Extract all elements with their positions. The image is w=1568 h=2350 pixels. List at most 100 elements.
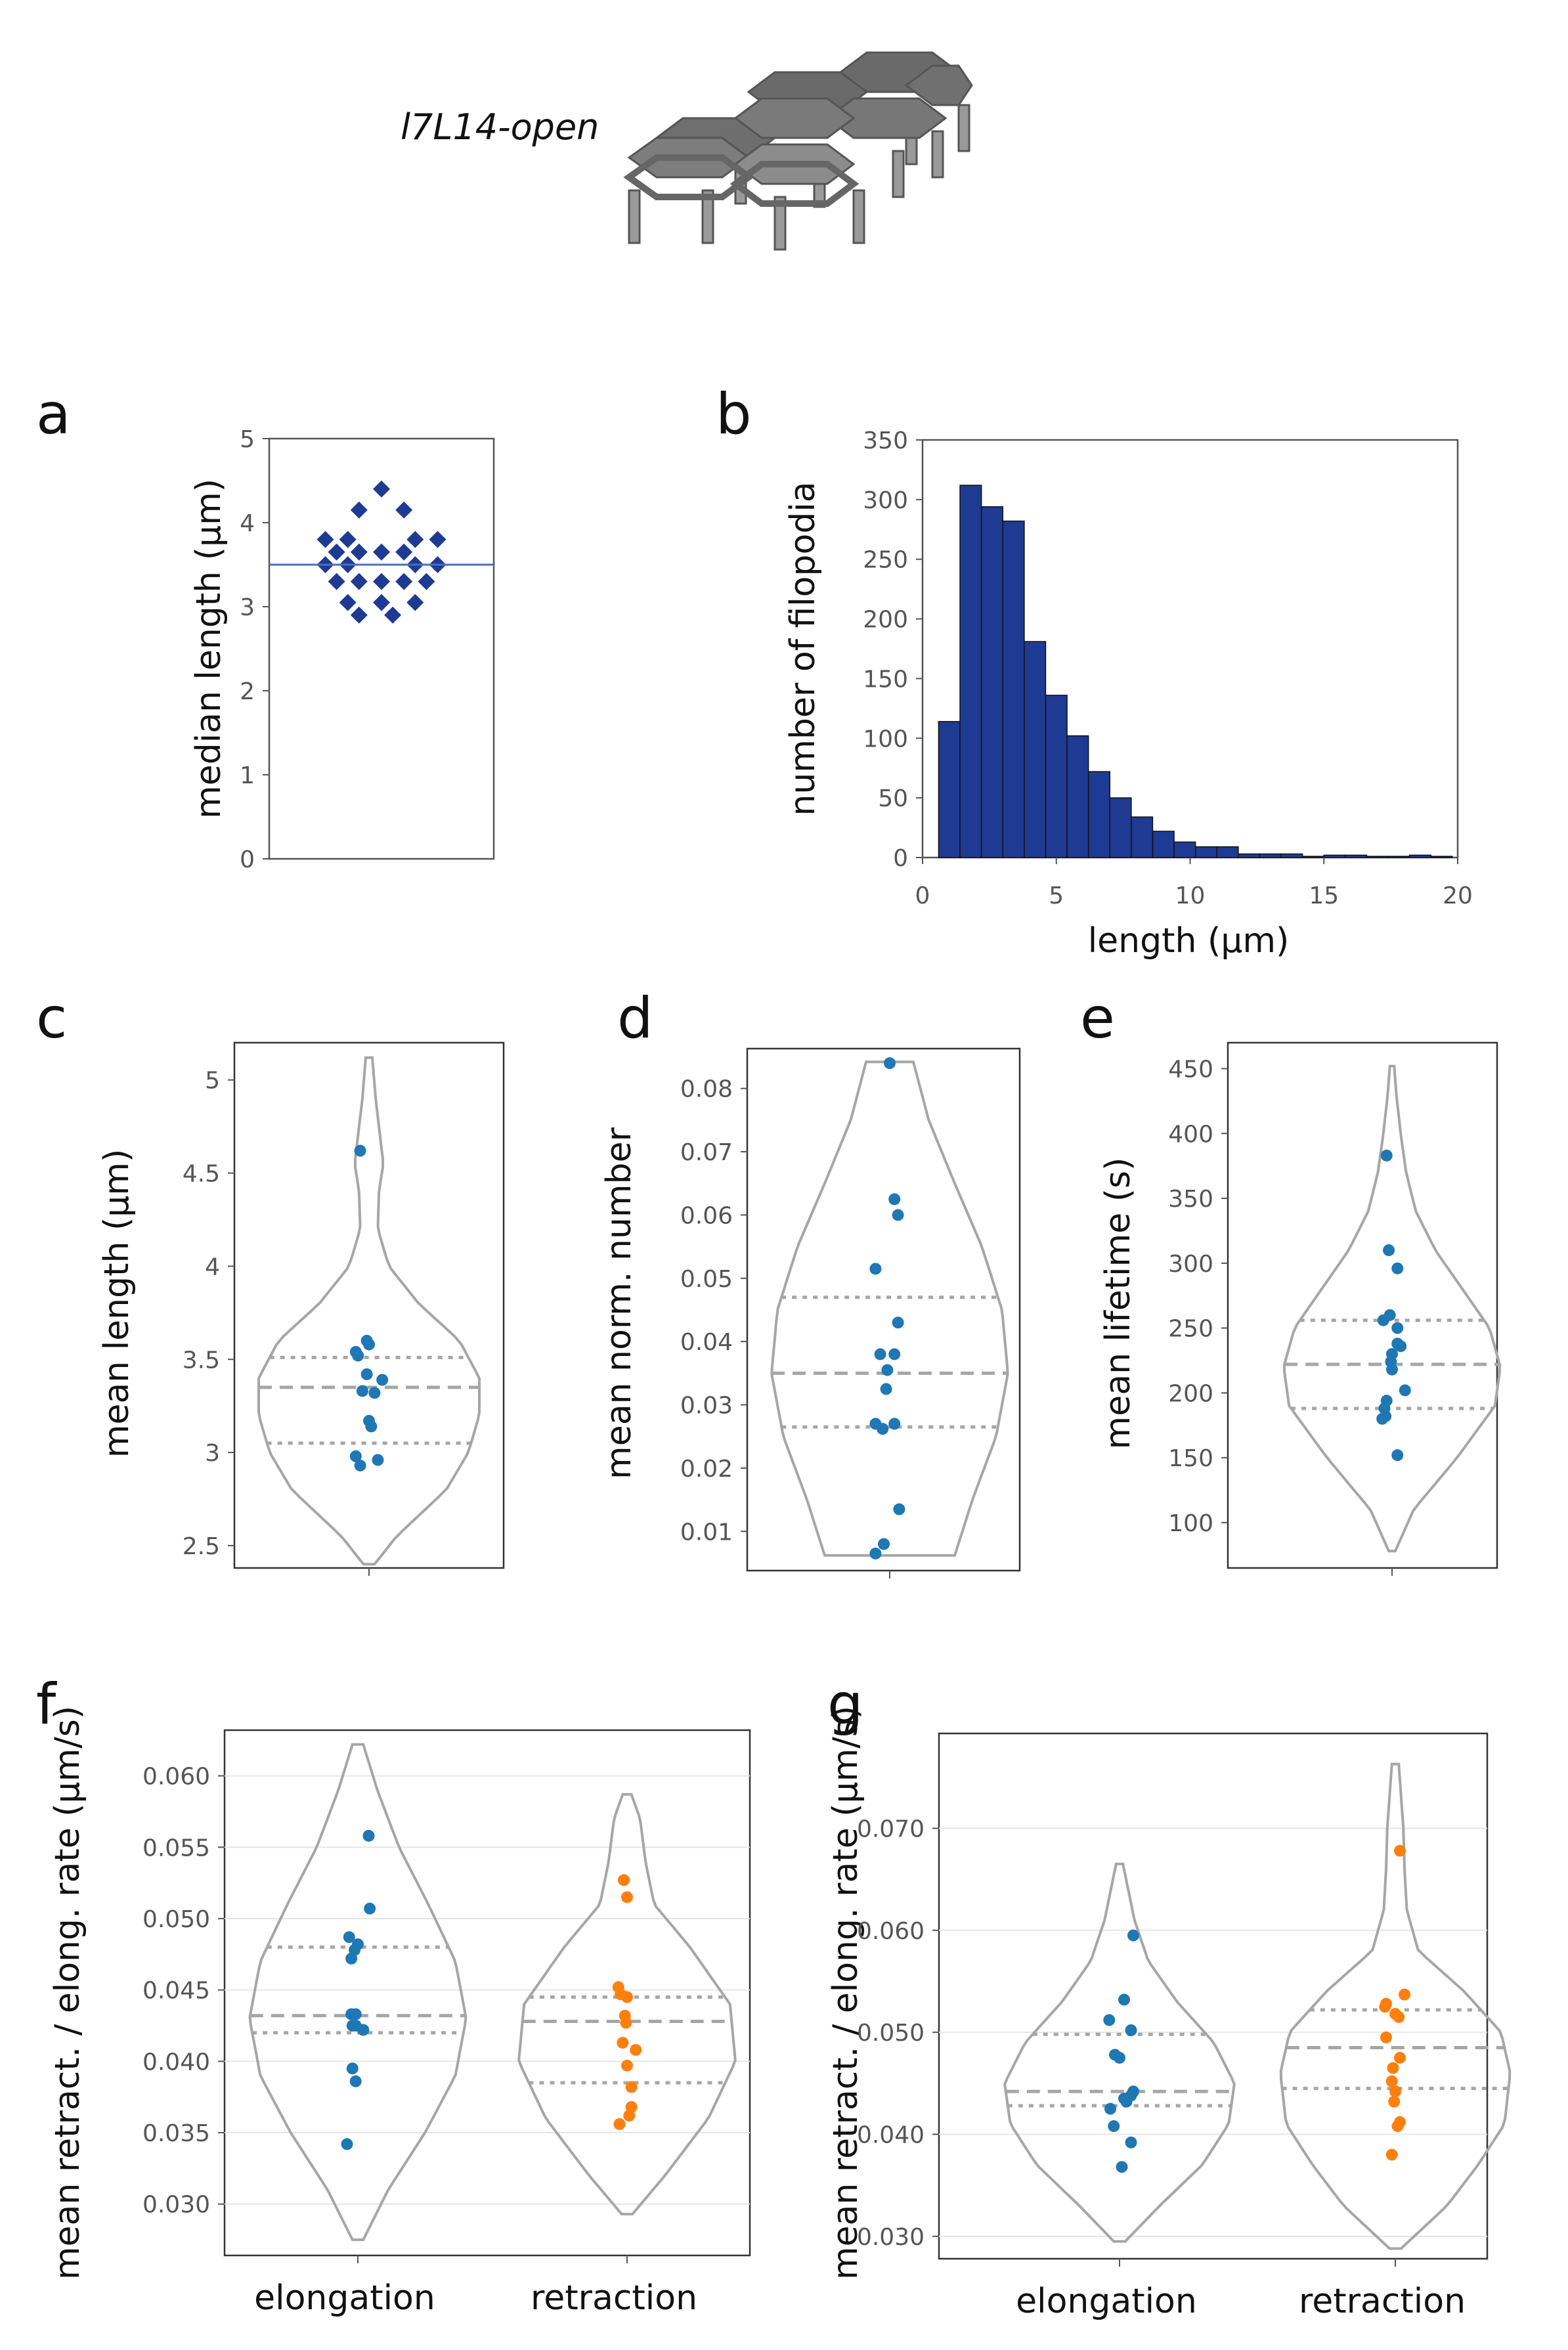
y-tick-label: 0.050 [142, 1906, 210, 1933]
data-point [1118, 1993, 1130, 2006]
violin-outline [257, 1056, 481, 1566]
histogram-bar [1323, 854, 1346, 858]
data-point [360, 1368, 373, 1380]
histogram-bar [1216, 846, 1239, 858]
data-point [1386, 1363, 1398, 1376]
data-point [349, 2075, 362, 2087]
y-tick-label: 350 [863, 427, 908, 454]
data-point [888, 1348, 901, 1360]
panel-label: c [36, 986, 67, 1051]
y-tick-label: 0.03 [680, 1393, 733, 1420]
data-point [357, 2024, 370, 2036]
data-point [363, 1338, 375, 1351]
y-axis-label: mean lifetime (s) [1099, 1158, 1138, 1450]
plot-frame [268, 437, 495, 860]
plot-frame [1227, 1041, 1498, 1569]
data-point [613, 2118, 626, 2130]
data-point [1389, 2085, 1401, 2098]
data-point [395, 573, 413, 590]
data-point [395, 501, 413, 519]
x-axis-label: length (µm) [1088, 921, 1290, 961]
violin-outline [517, 1793, 737, 2215]
data-point [373, 543, 390, 561]
violin-outline [1003, 1862, 1236, 2243]
data-point [1104, 2102, 1116, 2115]
y-tick-label: 4 [240, 510, 255, 537]
histogram-bar [1045, 695, 1068, 858]
y-axis-label: mean retract. / elong. rate (µm/s) [826, 1706, 865, 2280]
data-point [1388, 2095, 1401, 2108]
data-point [618, 1874, 630, 1886]
data-point [350, 543, 368, 561]
histogram-bar [1408, 854, 1431, 858]
data-point [316, 531, 334, 548]
category-label: retraction [531, 2278, 697, 2318]
data-point [365, 1420, 378, 1433]
y-tick-label: 200 [1168, 1380, 1213, 1407]
y-tick-label: 0.040 [142, 2049, 210, 2076]
histogram-bar [1366, 856, 1389, 858]
histogram-bar [1152, 831, 1175, 858]
data-point [1377, 1314, 1389, 1326]
data-point [1108, 2120, 1120, 2133]
violin-distribution [1282, 1064, 1502, 1576]
histogram-bar [1238, 853, 1261, 858]
data-point [1387, 2062, 1399, 2074]
y-tick-label: 0.045 [142, 1978, 210, 2005]
y-tick-label: 100 [863, 726, 908, 752]
data-point [623, 2109, 636, 2122]
data-point [1114, 2051, 1125, 2064]
data-point [373, 594, 390, 611]
histogram-bar [959, 485, 982, 858]
data-point [373, 573, 390, 590]
data-point [354, 1144, 366, 1157]
data-point [1394, 2051, 1406, 2064]
y-tick-label: 250 [1168, 1316, 1213, 1343]
data-point [354, 1459, 366, 1471]
y-axis-label: median length (µm) [189, 479, 229, 819]
data-point [630, 2043, 642, 2056]
violin-distribution [770, 1057, 1009, 1578]
y-tick-label: 150 [1168, 1445, 1213, 1472]
histogram-bar [1024, 641, 1047, 858]
category-label: elongation [254, 2278, 435, 2318]
histogram-bar [938, 721, 961, 858]
data-point [892, 1316, 904, 1329]
data-point [364, 1902, 376, 1915]
data-point [429, 531, 446, 548]
data-point [362, 1829, 375, 1842]
histogram-bar [1066, 735, 1089, 858]
y-tick-label: 0.055 [142, 1835, 210, 1861]
y-tick-label: 2.5 [183, 1533, 220, 1560]
violin-outline [770, 1060, 1009, 1557]
violin-elongation: elongation [248, 1743, 468, 2318]
data-point [350, 573, 368, 590]
y-tick-label: 0.02 [680, 1456, 733, 1483]
data-point [372, 1454, 384, 1466]
y-tick-label: 4 [205, 1253, 220, 1280]
chart-a: a median length (µm) 0 1 2 3 4 5 [36, 381, 495, 873]
plot-frame [746, 1047, 1021, 1572]
chart-e: e mean lifetime (s) 100 150 200 250 300 350 400 4… [1080, 986, 1502, 1576]
y-tick-label: 400 [1168, 1121, 1213, 1148]
data-point [621, 1891, 633, 1904]
data-point [1103, 2014, 1116, 2026]
x-tick-label: 5 [1049, 882, 1064, 909]
histogram-bar [1131, 816, 1154, 858]
y-tick-label: 0.04 [680, 1329, 733, 1356]
data-point [395, 543, 413, 561]
y-tick-label: 250 [863, 547, 908, 574]
data-point [893, 1503, 905, 1515]
y-axis-label: mean retract. / elong. rate (µm/s) [48, 1706, 87, 2280]
data-point [376, 1374, 389, 1386]
y-tick-label: 0.035 [142, 2120, 210, 2147]
data-point [881, 1364, 894, 1376]
data-point [328, 573, 345, 590]
violin-outline [248, 1743, 468, 2242]
data-point [888, 1418, 901, 1430]
y-tick-label: 300 [1168, 1251, 1213, 1278]
y-axis-label: mean norm. number [599, 1127, 639, 1479]
data-point [328, 543, 345, 561]
histogram-bar [1430, 856, 1453, 858]
panel-label: a [36, 381, 71, 447]
